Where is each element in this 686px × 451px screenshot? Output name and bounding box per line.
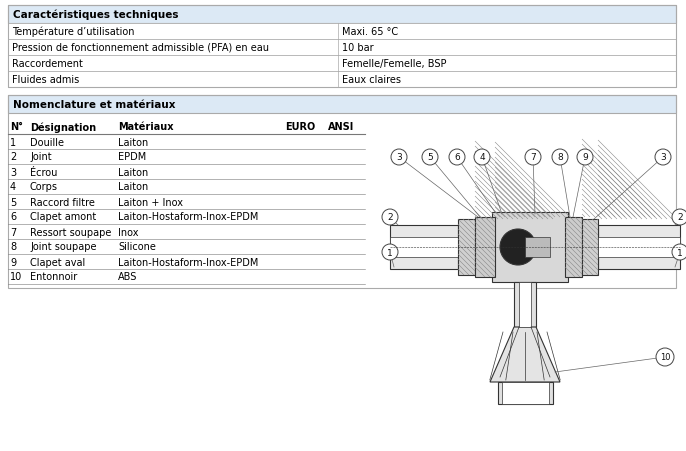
Text: Laiton + Inox: Laiton + Inox (118, 197, 183, 207)
Text: Inox: Inox (118, 227, 139, 237)
Text: Joint: Joint (30, 152, 51, 162)
Text: 8: 8 (10, 242, 16, 252)
FancyBboxPatch shape (8, 56, 676, 72)
Text: 2: 2 (10, 152, 16, 162)
FancyBboxPatch shape (514, 282, 536, 327)
Text: Ressort soupape: Ressort soupape (30, 227, 111, 237)
Text: 7: 7 (530, 153, 536, 162)
Text: Corps: Corps (30, 182, 58, 192)
Text: Matériaux: Matériaux (118, 122, 174, 132)
Text: ABS: ABS (118, 272, 137, 282)
Text: 1: 1 (387, 248, 393, 257)
Text: 5: 5 (10, 197, 16, 207)
Text: 4: 4 (10, 182, 16, 192)
Text: Clapet aval: Clapet aval (30, 257, 85, 267)
Text: 10: 10 (660, 353, 670, 362)
Circle shape (552, 150, 568, 166)
Circle shape (422, 150, 438, 166)
Text: Laiton-Hostaform-Inox-EPDM: Laiton-Hostaform-Inox-EPDM (118, 257, 259, 267)
Circle shape (500, 230, 536, 265)
Circle shape (577, 150, 593, 166)
FancyBboxPatch shape (565, 217, 582, 277)
FancyBboxPatch shape (8, 24, 676, 40)
Text: Entonnoir: Entonnoir (30, 272, 78, 282)
Circle shape (655, 150, 671, 166)
Circle shape (656, 348, 674, 366)
Text: 6: 6 (454, 153, 460, 162)
Text: Raccordement: Raccordement (12, 59, 83, 69)
Text: Eaux claires: Eaux claires (342, 75, 401, 85)
Polygon shape (490, 327, 560, 382)
FancyBboxPatch shape (498, 382, 553, 404)
FancyBboxPatch shape (458, 220, 475, 276)
FancyBboxPatch shape (502, 382, 549, 404)
FancyBboxPatch shape (8, 6, 676, 24)
Circle shape (391, 150, 407, 166)
FancyBboxPatch shape (390, 238, 458, 258)
Circle shape (382, 210, 398, 226)
FancyBboxPatch shape (582, 220, 598, 276)
Text: N°: N° (10, 122, 23, 132)
Text: Écrou: Écrou (30, 167, 58, 177)
Text: ANSI: ANSI (328, 122, 354, 132)
Text: 10 bar: 10 bar (342, 43, 374, 53)
Text: Silicone: Silicone (118, 242, 156, 252)
Text: Fluides admis: Fluides admis (12, 75, 80, 85)
Text: 2: 2 (387, 213, 393, 222)
Text: Laiton: Laiton (118, 137, 148, 147)
Text: 3: 3 (660, 153, 666, 162)
Circle shape (672, 210, 686, 226)
Text: Désignation: Désignation (30, 122, 96, 133)
FancyBboxPatch shape (598, 238, 680, 258)
Text: Laiton: Laiton (118, 167, 148, 177)
Text: Caractéristiques techniques: Caractéristiques techniques (13, 10, 178, 20)
Text: 8: 8 (557, 153, 563, 162)
Text: EPDM: EPDM (118, 152, 146, 162)
Text: 2: 2 (677, 213, 683, 222)
FancyBboxPatch shape (8, 96, 676, 114)
Text: Laiton: Laiton (118, 182, 148, 192)
Text: 10: 10 (10, 272, 22, 282)
Text: 7: 7 (10, 227, 16, 237)
Text: Femelle/Femelle, BSP: Femelle/Femelle, BSP (342, 59, 447, 69)
Circle shape (672, 244, 686, 260)
FancyBboxPatch shape (475, 217, 495, 277)
Circle shape (382, 244, 398, 260)
FancyBboxPatch shape (525, 238, 550, 258)
Text: Douille: Douille (30, 137, 64, 147)
Text: 4: 4 (480, 153, 485, 162)
Text: Raccord filtre: Raccord filtre (30, 197, 95, 207)
Text: Laiton-Hostaform-Inox-EPDM: Laiton-Hostaform-Inox-EPDM (118, 212, 259, 222)
Text: EURO: EURO (285, 122, 316, 132)
Text: 6: 6 (10, 212, 16, 222)
Text: Nomenclature et matériaux: Nomenclature et matériaux (13, 100, 176, 110)
Text: 3: 3 (396, 153, 402, 162)
FancyBboxPatch shape (8, 72, 676, 88)
Text: Clapet amont: Clapet amont (30, 212, 96, 222)
Text: Température d’utilisation: Température d’utilisation (12, 27, 134, 37)
Text: 9: 9 (10, 257, 16, 267)
Text: Maxi. 65 °C: Maxi. 65 °C (342, 27, 398, 37)
FancyBboxPatch shape (492, 212, 568, 282)
Text: 1: 1 (677, 248, 683, 257)
FancyBboxPatch shape (8, 40, 676, 56)
Circle shape (525, 150, 541, 166)
Text: 9: 9 (582, 153, 588, 162)
Text: Pression de fonctionnement admissible (PFA) en eau: Pression de fonctionnement admissible (P… (12, 43, 269, 53)
Text: 5: 5 (427, 153, 433, 162)
Text: 1: 1 (10, 137, 16, 147)
FancyBboxPatch shape (598, 226, 680, 269)
Text: 3: 3 (10, 167, 16, 177)
FancyBboxPatch shape (390, 226, 458, 269)
FancyBboxPatch shape (519, 282, 531, 327)
Circle shape (474, 150, 490, 166)
Text: Joint soupape: Joint soupape (30, 242, 97, 252)
Circle shape (449, 150, 465, 166)
